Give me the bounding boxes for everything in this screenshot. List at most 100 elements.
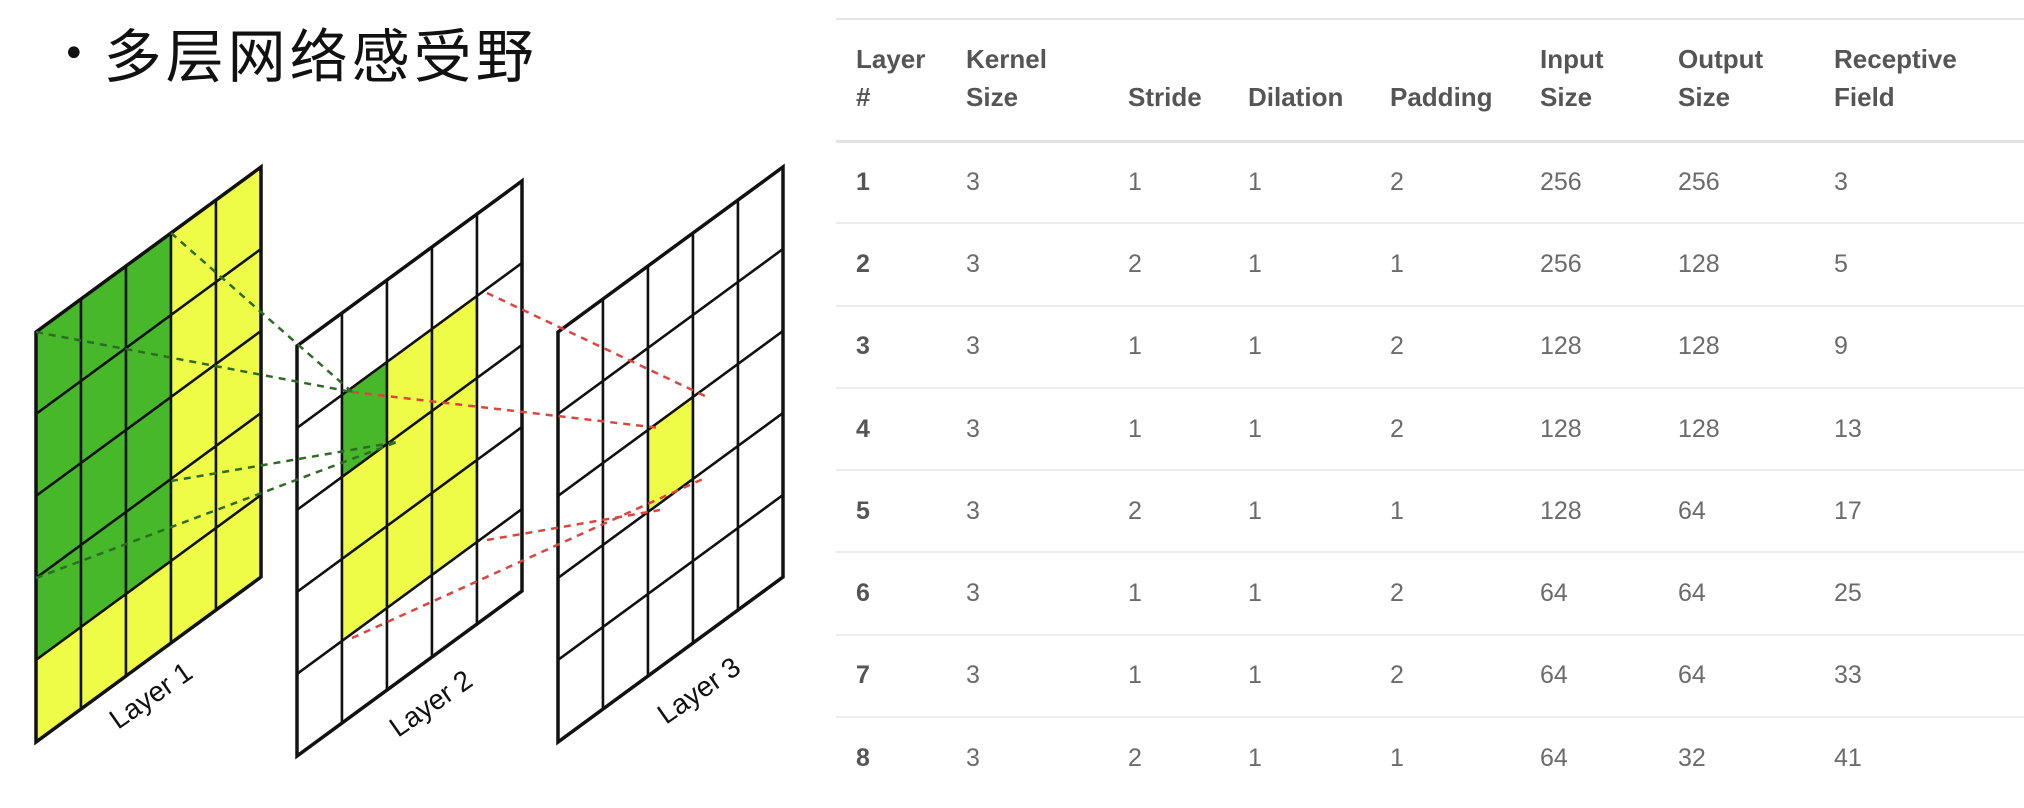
- header-input-size: Input Size: [1520, 19, 1658, 141]
- cell-input-size: 128: [1540, 496, 1582, 525]
- cell-layer-number: 5: [856, 496, 870, 525]
- header-layer-number-line: Layer: [856, 43, 926, 74]
- cell-output-size: 64: [1678, 579, 1706, 608]
- slide-title: • 多层网络感受野: [62, 10, 538, 94]
- cell-output-size: 64: [1678, 496, 1706, 525]
- table-row: 4 3 1 1 2 128 128 13: [836, 388, 2024, 471]
- cell-input-size: 256: [1540, 249, 1582, 278]
- green-projection-line: [170, 232, 353, 393]
- cell-kernel-size: 3: [966, 744, 980, 773]
- cell-padding: 2: [1390, 661, 1404, 690]
- header-padding-line: Padding: [1390, 81, 1493, 112]
- header-output-size: Output Size: [1658, 19, 1814, 141]
- cell-layer-number: 2: [856, 249, 870, 278]
- layer-1-grid: [34, 163, 263, 746]
- cell-dilation: 1: [1248, 579, 1262, 608]
- slide-title-text: 多层网络感受野: [103, 23, 538, 91]
- table-row: 8 3 2 1 1 64 32 41: [836, 717, 2024, 799]
- header-kernel-size: Kernel Size: [946, 19, 1108, 141]
- cell-dilation: 1: [1248, 496, 1262, 525]
- header-receptive-field-line: Field: [1834, 81, 1895, 112]
- cell-output-size: 64: [1678, 661, 1706, 690]
- cell-output-size: 128: [1678, 249, 1720, 278]
- cell-kernel-size: 3: [966, 414, 980, 443]
- header-receptive-field-line: Receptive: [1834, 43, 1957, 74]
- header-layer-number-line: #: [856, 81, 871, 112]
- cell-dilation: 1: [1248, 167, 1262, 196]
- cell-input-size: 64: [1540, 744, 1568, 773]
- bullet-icon: •: [62, 31, 90, 77]
- cell-output-size: 128: [1678, 414, 1720, 443]
- cell-stride: 1: [1128, 414, 1142, 443]
- cell-kernel-size: 3: [966, 579, 980, 608]
- layer-3-grid: [556, 163, 785, 746]
- table-body: 1 3 1 1 2 256 256 3 2 3 2 1 1 256 128 5 3 3 1 1 2 128 128 9 4 3 1 1…: [836, 141, 2024, 799]
- red-projection-line: [486, 291, 706, 398]
- header-input-size-line: Size: [1540, 81, 1593, 112]
- cell-kernel-size: 3: [966, 496, 980, 525]
- header-receptive-field: Receptive Field: [1814, 19, 2024, 141]
- projection-lines: [35, 232, 706, 640]
- cell-receptive-field: 33: [1834, 661, 1862, 690]
- cell-receptive-field: 13: [1834, 414, 1862, 443]
- layer-1-border: [34, 163, 263, 746]
- cell-kernel-size: 3: [966, 249, 980, 278]
- receptive-field-diagram: Layer 1 Layer 2 Layer 3: [34, 163, 785, 760]
- cell-layer-number: 8: [856, 744, 870, 773]
- table-row: 1 3 1 1 2 256 256 3: [836, 141, 2024, 224]
- header-output-size-line: Output: [1678, 43, 1764, 74]
- cell-dilation: 1: [1248, 661, 1262, 690]
- cell-padding: 2: [1390, 332, 1404, 361]
- cell-dilation: 1: [1248, 249, 1262, 278]
- cell-stride: 2: [1128, 249, 1142, 278]
- cell-receptive-field: 17: [1834, 496, 1862, 525]
- header-input-size-line: Input: [1540, 43, 1604, 74]
- header-padding: Padding: [1370, 19, 1520, 141]
- cell-input-size: 128: [1540, 414, 1582, 443]
- header-layer-number: Layer #: [836, 19, 946, 141]
- cell-padding: 2: [1390, 579, 1404, 608]
- table-row: 5 3 2 1 1 128 64 17: [836, 470, 2024, 553]
- cell-padding: 1: [1390, 496, 1404, 525]
- header-dilation-line: Dilation: [1248, 81, 1344, 112]
- cell-layer-number: 3: [856, 332, 870, 361]
- cell-output-size: 32: [1678, 744, 1706, 773]
- cell-padding: 2: [1390, 167, 1404, 196]
- cell-input-size: 64: [1540, 661, 1568, 690]
- layer-3-border: [556, 163, 785, 746]
- cell-receptive-field: 25: [1834, 579, 1862, 608]
- cell-dilation: 1: [1248, 332, 1262, 361]
- layer-table: Layer # Kernel Size Stride Dilation Padding Inp…: [836, 18, 2024, 799]
- cell-receptive-field: 41: [1834, 744, 1862, 773]
- cell-stride: 1: [1128, 167, 1142, 196]
- cell-input-size: 256: [1540, 167, 1582, 196]
- cell-layer-number: 1: [856, 167, 870, 196]
- cell-stride: 2: [1128, 496, 1142, 525]
- header-dilation: Dilation: [1228, 19, 1370, 141]
- layer-2-grid: [295, 177, 524, 760]
- cell-stride: 1: [1128, 579, 1142, 608]
- cell-stride: 1: [1128, 661, 1142, 690]
- cell-kernel-size: 3: [966, 167, 980, 196]
- cell-output-size: 128: [1678, 332, 1720, 361]
- header-kernel-size-line: Size: [966, 81, 1019, 112]
- header-output-size-line: Size: [1678, 81, 1731, 112]
- cell-layer-number: 6: [856, 579, 870, 608]
- cell-layer-number: 7: [856, 661, 870, 690]
- cell-input-size: 128: [1540, 332, 1582, 361]
- table-row: 7 3 1 1 2 64 64 33: [836, 635, 2024, 718]
- layer-2-border: [295, 177, 524, 760]
- header-stride-line: Stride: [1128, 81, 1202, 112]
- header-kernel-size-line: Kernel: [966, 43, 1047, 74]
- cell-padding: 1: [1390, 744, 1404, 773]
- cell-padding: 1: [1390, 249, 1404, 278]
- cell-stride: 2: [1128, 744, 1142, 773]
- table-row: 2 3 2 1 1 256 128 5: [836, 223, 2024, 306]
- cell-stride: 1: [1128, 332, 1142, 361]
- green-projection-line: [35, 330, 353, 394]
- table-header-row: Layer # Kernel Size Stride Dilation Padding Inp…: [836, 19, 2024, 141]
- cell-dilation: 1: [1248, 744, 1262, 773]
- cell-receptive-field: 5: [1834, 249, 1848, 278]
- cell-layer-number: 4: [856, 414, 870, 443]
- table-row: 6 3 1 1 2 64 64 25: [836, 552, 2024, 635]
